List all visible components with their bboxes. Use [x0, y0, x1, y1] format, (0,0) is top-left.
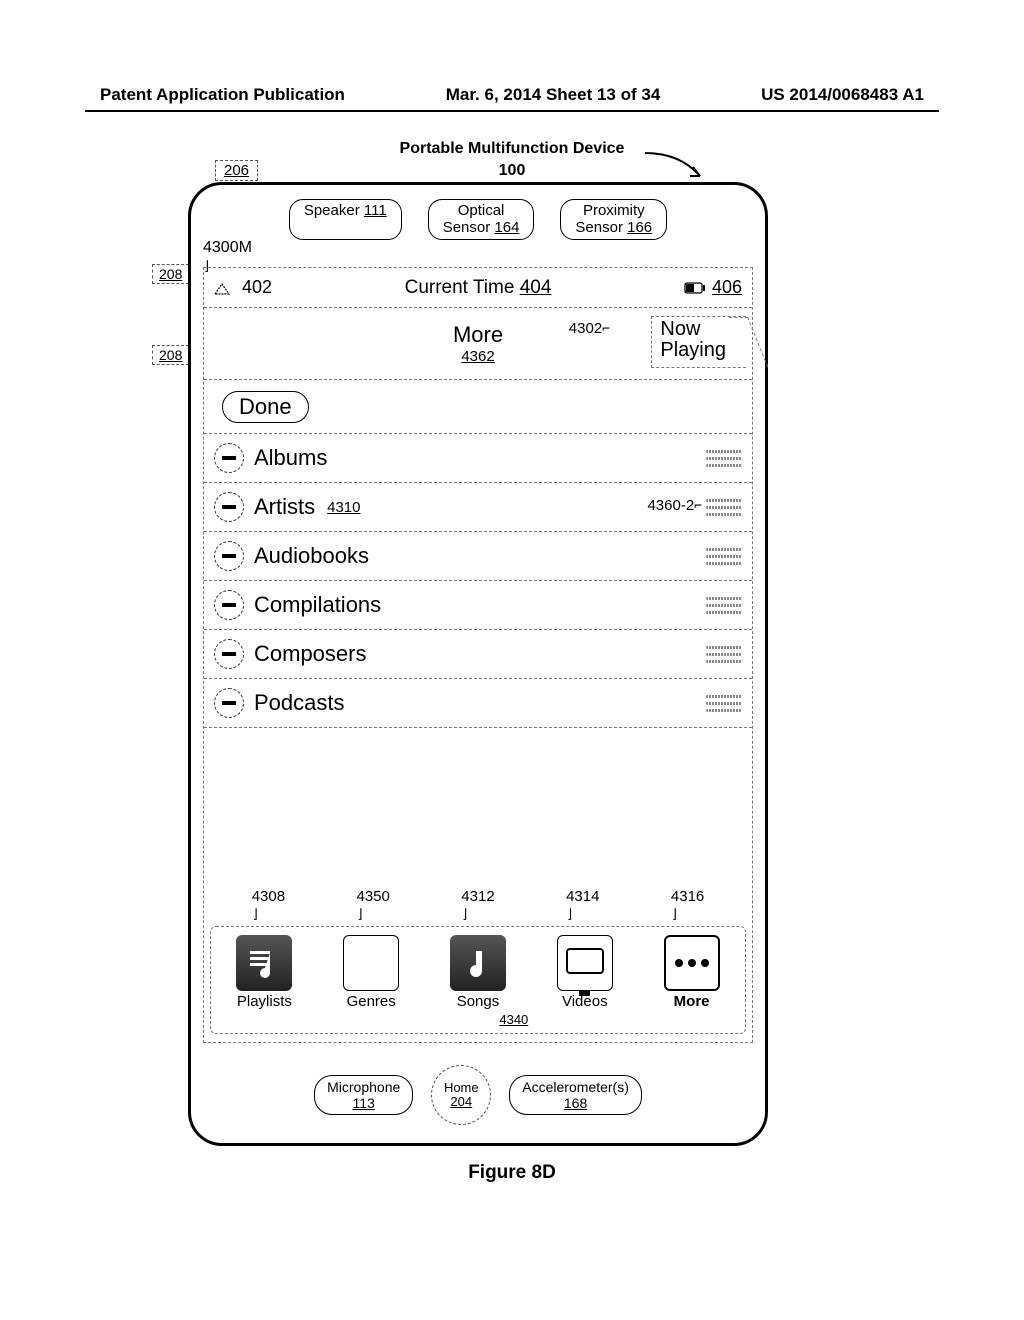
genres-icon — [343, 935, 399, 991]
microphone-pill: Microphone 113 — [314, 1075, 413, 1115]
header-rule — [85, 110, 939, 112]
nav-header: More 4362 4302⌐ Now Playing — [204, 308, 752, 380]
list-item[interactable]: Compilations — [204, 581, 752, 630]
ref-208-top: 208 — [152, 264, 189, 284]
drag-handle-icon[interactable] — [706, 597, 742, 614]
delete-minus-icon[interactable] — [214, 590, 244, 620]
toolbar-item-playlists[interactable]: Playlists — [219, 935, 309, 1010]
device-number: 100 — [0, 162, 1024, 180]
toolbar-item-genres[interactable]: Genres — [326, 935, 416, 1010]
list-item[interactable]: Albums — [204, 434, 752, 483]
delete-minus-icon[interactable] — [214, 639, 244, 669]
proximity-ref: 166 — [627, 219, 652, 236]
category-list: Albums Artists 4310 4360-2⌐ Audiobooks Compil… — [204, 434, 752, 728]
header-center: Mar. 6, 2014 Sheet 13 of 34 — [446, 85, 661, 105]
list-item[interactable]: Composers — [204, 630, 752, 679]
drag-handle-icon[interactable] — [706, 646, 742, 663]
done-row: Done — [204, 380, 752, 434]
drag-handle-icon[interactable] — [706, 695, 742, 712]
toolbar-ref: 4316⌋ — [671, 888, 704, 922]
home-button[interactable]: Home 204 — [431, 1065, 491, 1125]
toolbar-label: More — [647, 993, 737, 1010]
ref-4340: 4340 — [499, 1012, 528, 1027]
delete-minus-icon[interactable] — [214, 492, 244, 522]
list-item[interactable]: Artists 4310 4360-2⌐ — [204, 483, 752, 532]
figure-caption: Figure 8D — [0, 1162, 1024, 1184]
delete-minus-icon[interactable] — [214, 541, 244, 571]
item-label: Audiobooks — [254, 543, 369, 569]
toolbar-area: 4308⌋ 4350⌋ 4312⌋ 4314⌋ 4316⌋ 4340 Playlists… — [210, 888, 746, 1038]
more-title: More 4362 — [453, 322, 503, 365]
toolbar-ref: 4350⌋ — [357, 888, 390, 922]
done-button[interactable]: Done — [222, 391, 309, 423]
delete-minus-icon[interactable] — [214, 443, 244, 473]
drag-handle-icon[interactable] — [706, 450, 742, 467]
speaker-pill: Speaker 111 — [289, 199, 402, 240]
item-label: Composers — [254, 641, 366, 667]
item-label: Albums — [254, 445, 327, 471]
delete-minus-icon[interactable] — [214, 688, 244, 718]
ref-4302: 4302⌐ — [569, 320, 610, 337]
toolbar-item-more[interactable]: More — [647, 935, 737, 1010]
toolbar-refs: 4308⌋ 4350⌋ 4312⌋ 4314⌋ 4316⌋ — [210, 888, 746, 922]
screen: 402 Current Time 404 406 More 4362 4302⌐ — [203, 267, 753, 1043]
toolbar: 4340 Playlists Genres Songs Videos More — [210, 926, 746, 1034]
device-outline: Speaker 111 OpticalSensor 164 ProximityS… — [188, 182, 768, 1146]
bottom-hardware-row: Microphone 113 Home 204 Accelerometer(s)… — [191, 1065, 765, 1125]
now-playing-button[interactable]: Now Playing — [651, 316, 746, 368]
songs-icon — [450, 935, 506, 991]
ref-206: 206 — [215, 160, 258, 181]
toolbar-label: Songs — [433, 993, 523, 1010]
ref-4310: 4310 — [327, 499, 360, 516]
header-left: Patent Application Publication — [100, 85, 345, 105]
ref-208-bottom: 208 — [152, 345, 189, 365]
item-label: Podcasts — [254, 690, 345, 716]
proximity-sensor-pill: ProximitySensor 166 — [560, 199, 667, 240]
drag-handle-icon[interactable] — [706, 499, 742, 516]
accelerometer-pill: Accelerometer(s) 168 — [509, 1075, 642, 1115]
drag-handle-icon[interactable] — [706, 548, 742, 565]
speaker-label: Speaker — [304, 202, 360, 219]
toolbar-ref: 4312⌋ — [461, 888, 494, 922]
toolbar-ref: 4308⌋ — [252, 888, 285, 922]
item-label: Artists — [254, 494, 315, 520]
toolbar-item-videos[interactable]: Videos — [540, 935, 630, 1010]
ref-4360-2: 4360-2⌐ — [647, 497, 702, 514]
header-right: US 2014/0068483 A1 — [761, 85, 924, 105]
item-label: Compilations — [254, 592, 381, 618]
arrow-to-device-icon — [640, 148, 710, 183]
device-title: Portable Multifunction Device — [0, 140, 1024, 158]
status-bar: 402 Current Time 404 406 — [204, 268, 752, 308]
videos-icon — [557, 935, 613, 991]
more-icon — [664, 935, 720, 991]
playlists-icon — [236, 935, 292, 991]
toolbar-label: Genres — [326, 993, 416, 1010]
status-center: Current Time 404 — [204, 277, 752, 299]
speaker-ref: 111 — [364, 202, 387, 219]
list-item[interactable]: Podcasts — [204, 679, 752, 728]
optical-ref: 164 — [494, 219, 519, 236]
list-item[interactable]: Audiobooks — [204, 532, 752, 581]
toolbar-ref: 4314⌋ — [566, 888, 599, 922]
sensor-row: Speaker 111 OpticalSensor 164 ProximityS… — [191, 199, 765, 240]
toolbar-label: Playlists — [219, 993, 309, 1010]
page-header: Patent Application Publication Mar. 6, 2… — [100, 85, 924, 105]
optical-sensor-pill: OpticalSensor 164 — [428, 199, 535, 240]
toolbar-item-songs[interactable]: Songs — [433, 935, 523, 1010]
